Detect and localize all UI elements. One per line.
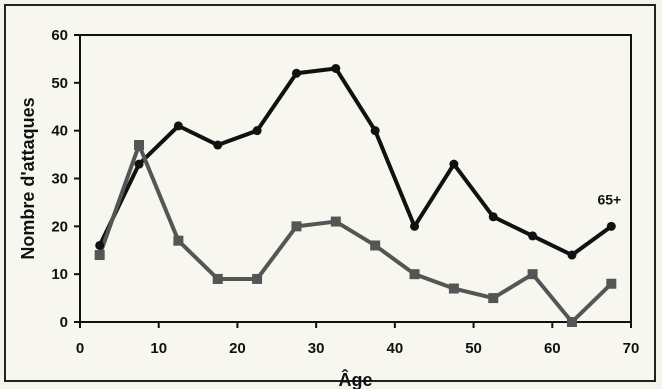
series-1-point (331, 63, 341, 73)
series-2-point (566, 317, 577, 327)
series-1-point (528, 231, 538, 241)
series-2-line (97, 143, 613, 324)
series-1-point (252, 126, 262, 136)
x-tick-label: 20 (229, 340, 246, 357)
y-tick-label: 10 (51, 266, 68, 283)
series-1-point (291, 68, 301, 78)
series-2-point (291, 221, 302, 232)
series-1-point (173, 121, 183, 131)
plot-area-border (79, 34, 632, 323)
x-axis-title: Âge (338, 369, 372, 389)
series-2-point (330, 216, 341, 227)
series-1-point (449, 159, 459, 169)
series-1-point (95, 240, 105, 250)
series-2-point (409, 269, 420, 280)
series-2-point (488, 293, 499, 304)
series-2-point (134, 140, 145, 151)
series-1-point (213, 140, 223, 150)
x-tick-label: 10 (150, 340, 167, 357)
y-tick-label: 20 (51, 218, 68, 235)
series-2-point (606, 278, 617, 289)
series-1-point (488, 212, 498, 222)
y-tick-label: 50 (51, 75, 68, 92)
y-axis-title: Nombre d'attaques (18, 97, 38, 259)
series-1-line (97, 66, 613, 258)
x-tick-label: 50 (465, 340, 482, 357)
series-1-point (567, 250, 577, 260)
series-2-point (212, 273, 223, 284)
series-2-point (527, 269, 538, 280)
y-tick-label: 40 (51, 123, 68, 140)
chart-frame (4, 4, 656, 382)
series-2-point (94, 250, 105, 261)
y-tick-label: 30 (51, 171, 68, 188)
series-2-point (448, 283, 459, 294)
y-tick-label: 0 (60, 314, 68, 331)
y-tick-label: 60 (51, 27, 68, 44)
x-tick-label: 30 (308, 340, 325, 357)
x-tick-label: 40 (387, 340, 404, 357)
series-1-point (606, 221, 616, 231)
x-tick-label: 60 (544, 340, 561, 357)
series-1-point (134, 159, 144, 169)
series-1-point (410, 221, 420, 231)
series-2-point (252, 273, 263, 284)
series-2-point (370, 240, 381, 251)
series-1-point (370, 126, 380, 136)
x-tick-label: 70 (623, 340, 640, 357)
series-2-point (173, 235, 184, 246)
annotation-label: 65+ (597, 191, 621, 207)
x-tick-label: 0 (76, 340, 84, 357)
